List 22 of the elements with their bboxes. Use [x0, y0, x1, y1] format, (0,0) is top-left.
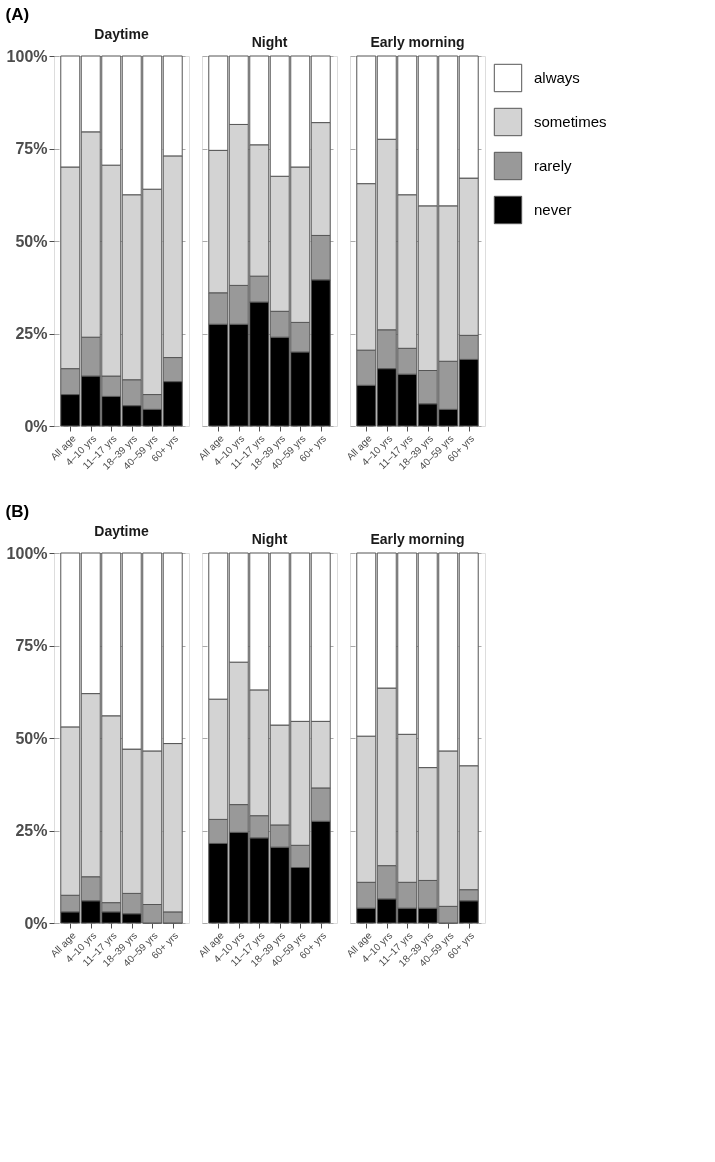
chart-title: Daytime — [94, 26, 149, 42]
chart-title: Early morning — [370, 530, 465, 547]
y-tick-label: 50% — [15, 729, 48, 747]
text: (B) — [5, 501, 30, 521]
chart-title: Daytime — [94, 523, 149, 539]
y-tick-label: 75% — [15, 637, 48, 654]
y-tick-label: 0% — [24, 914, 48, 932]
legend-label: always — [534, 69, 580, 86]
chart-title: Night — [251, 33, 288, 50]
legend-label: never — [534, 201, 572, 218]
y-tick-label: 0% — [24, 417, 48, 435]
y-tick-label: 100% — [6, 544, 48, 562]
y-tick-label: 25% — [15, 822, 48, 839]
text: (A) — [5, 4, 30, 24]
chart-title: Early morning — [370, 33, 465, 50]
y-tick-label: 50% — [15, 232, 48, 250]
y-tick-label: 25% — [15, 325, 48, 342]
chart-title: Night — [251, 530, 288, 547]
y-tick-label: 75% — [15, 140, 48, 157]
legend-label: rarely — [534, 157, 573, 174]
legend-label: sometimes — [534, 113, 607, 130]
y-tick-label: 100% — [6, 47, 48, 65]
